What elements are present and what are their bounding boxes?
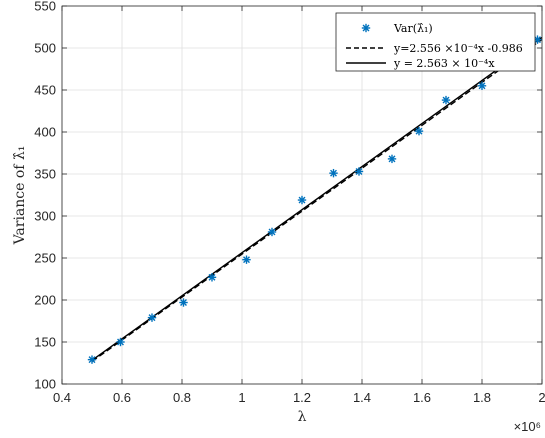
data-point — [387, 154, 397, 164]
legend-asterisk-icon — [361, 23, 371, 33]
y-tick-label: 250 — [34, 251, 56, 266]
legend: Var(λ̂₁) y=2.556 ×10⁻⁴x -0.986 y = 2.563… — [335, 12, 536, 72]
y-tick-label: 550 — [34, 0, 56, 14]
legend-label-solid-fit: y = 2.563 × 10⁻⁴x — [393, 57, 495, 70]
data-point — [116, 337, 125, 347]
x-tick-label: 1.4 — [353, 390, 371, 405]
x-tick-labels: 0.4 0.6 0.8 1 1.2 1.4 1.6 1.8 2 — [53, 390, 545, 405]
legend-label-var: Var(λ̂₁) — [393, 22, 433, 35]
data-point — [179, 298, 188, 307]
data-point — [87, 355, 97, 364]
data-point — [207, 273, 217, 282]
legend-item-dashed-fit: y=2.556 ×10⁻⁴x -0.986 — [346, 42, 523, 55]
data-point — [147, 313, 157, 322]
y-tick-label: 100 — [34, 377, 56, 392]
ticks — [61, 5, 543, 385]
data-points — [87, 35, 542, 364]
x-tick-label: 1 — [238, 390, 245, 405]
data-point — [354, 167, 364, 176]
data-point — [267, 227, 277, 237]
data-point — [329, 168, 338, 178]
y-tick-label: 450 — [34, 83, 56, 98]
y-tick-labels: 100 150 200 250 300 350 400 450 500 550 — [34, 0, 56, 392]
x-tick-label: 0.8 — [173, 390, 191, 405]
y-tick-label: 300 — [34, 209, 56, 224]
data-point — [477, 81, 487, 90]
x-tick-label: 1.2 — [293, 390, 311, 405]
y-tick-label: 150 — [34, 335, 56, 350]
legend-item-solid-fit: y = 2.563 × 10⁻⁴x — [346, 57, 495, 70]
y-tick-label: 400 — [34, 125, 56, 140]
x-axis-label: λ — [298, 409, 307, 425]
data-point — [297, 195, 307, 205]
y-axis-label: Variance of λ̂₁ — [12, 146, 28, 246]
data-point — [441, 95, 451, 105]
legend-item-var: Var(λ̂₁) — [361, 22, 433, 35]
x-tick-label: 2 — [538, 390, 545, 405]
data-point — [414, 126, 424, 136]
fit-line-solid — [91, 36, 542, 361]
x-tick-label: 1.6 — [413, 390, 431, 405]
y-tick-label: 200 — [34, 293, 56, 308]
legend-asterisk — [361, 23, 371, 33]
x-tick-label: 0.4 — [53, 390, 71, 405]
y-tick-label: 500 — [34, 41, 56, 56]
x-exponent-label: ×10⁶ — [514, 419, 541, 434]
legend-box — [335, 12, 536, 72]
fit-line-dashed — [91, 38, 542, 363]
fit-lines — [91, 36, 542, 363]
legend-label-dashed-fit: y=2.556 ×10⁻⁴x -0.986 — [393, 42, 523, 55]
x-tick-label: 0.6 — [113, 390, 131, 405]
x-tick-label: 1.8 — [473, 390, 491, 405]
y-tick-label: 350 — [34, 167, 56, 182]
data-point — [242, 255, 251, 264]
